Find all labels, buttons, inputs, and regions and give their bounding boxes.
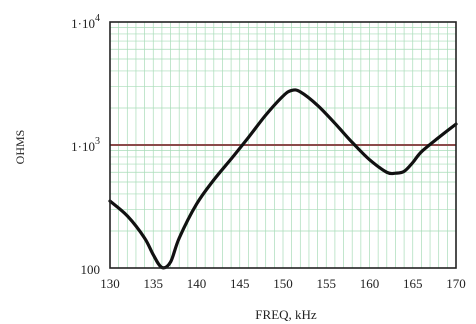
plot-frame <box>109 21 457 269</box>
x-tick-label: 155 <box>317 276 337 291</box>
x-tick-label: 135 <box>144 276 164 291</box>
x-tick-labels: 130 135 140 145 150 155 160 165 170 <box>100 276 466 291</box>
x-tick-label: 140 <box>187 276 207 291</box>
x-tick-label: 145 <box>230 276 250 291</box>
y-tick-labels: 100 1·103 1·104 <box>71 13 100 277</box>
x-axis-label: FREQ, kHz <box>255 307 317 322</box>
x-tick-label: 170 <box>446 276 466 291</box>
y-axis-label: OHMS <box>13 130 27 165</box>
y-tick-label: 100 <box>81 262 101 277</box>
x-tick-label: 130 <box>100 276 120 291</box>
y-tick-label: 1·104 <box>71 13 100 31</box>
y-tick-label: 1·103 <box>71 136 100 154</box>
x-tick-label: 160 <box>360 276 380 291</box>
x-tick-label: 165 <box>403 276 423 291</box>
x-tick-label: 150 <box>273 276 293 291</box>
